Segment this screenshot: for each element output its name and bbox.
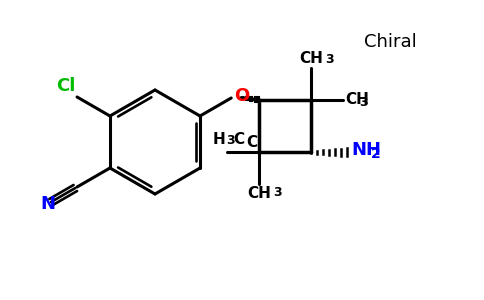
Text: H: H	[212, 132, 225, 147]
Text: 3: 3	[325, 53, 334, 66]
Text: N: N	[40, 195, 55, 213]
Text: CH: CH	[345, 92, 369, 107]
Text: C: C	[233, 132, 244, 147]
Text: NH: NH	[351, 141, 381, 159]
Text: 3: 3	[273, 186, 282, 199]
Text: 3: 3	[359, 97, 368, 110]
Text: CH: CH	[299, 51, 323, 66]
Text: Chiral: Chiral	[363, 33, 416, 51]
Text: O: O	[234, 87, 249, 105]
Text: Cl: Cl	[56, 77, 75, 95]
Text: CH: CH	[247, 186, 271, 201]
Text: 2: 2	[371, 147, 381, 161]
Text: 3: 3	[226, 134, 235, 147]
Text: C: C	[246, 135, 257, 150]
